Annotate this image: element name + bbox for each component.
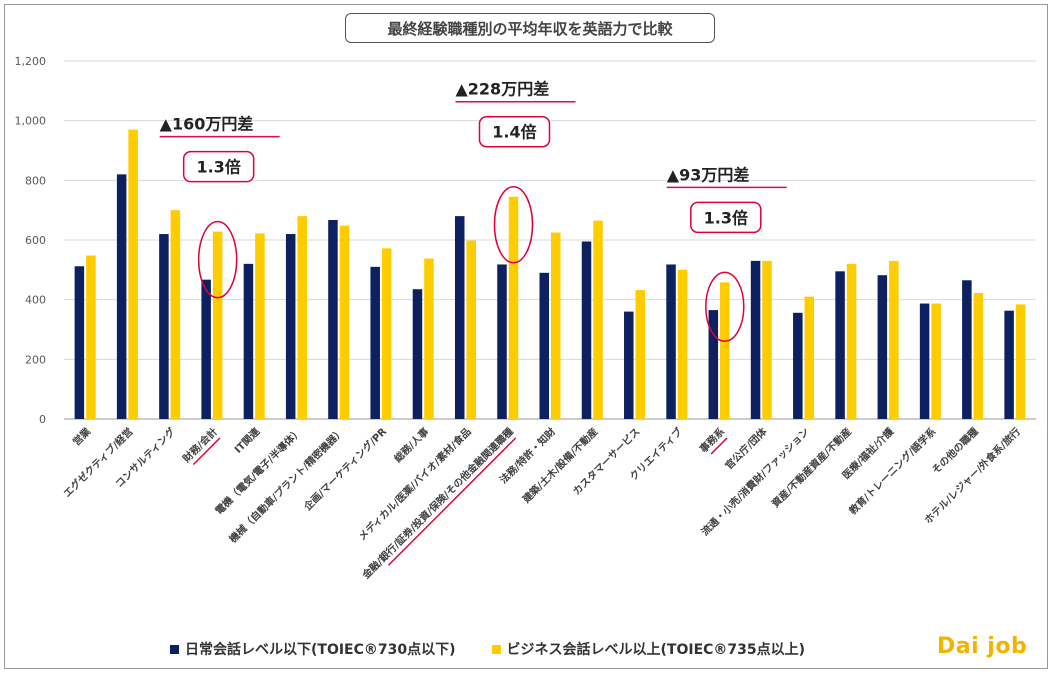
- bar-series2: [466, 240, 476, 419]
- bar-series1: [581, 241, 592, 419]
- bar-series2: [1015, 304, 1026, 419]
- x-tick-label: 教育/トレーニング/語学系: [846, 425, 939, 518]
- x-tick-label: 事務系: [697, 425, 727, 455]
- bar-series1: [877, 275, 888, 419]
- bar-series1: [708, 310, 719, 419]
- bar-series2: [720, 282, 730, 419]
- chart-title: 最終経験職種別の平均年収を英語力で比較: [345, 13, 715, 43]
- bar-series1: [919, 303, 930, 419]
- ratio-box: [478, 115, 551, 148]
- bar-series1: [539, 272, 549, 419]
- ratio-label: 1.4倍: [492, 123, 536, 142]
- bar-series1: [328, 220, 338, 419]
- ratio-box: [182, 150, 255, 183]
- bar-series2: [86, 255, 96, 419]
- bar-series1: [750, 260, 761, 419]
- ratio-box: [690, 201, 762, 234]
- ratio-label: 1.3倍: [196, 158, 240, 177]
- x-tick-label: IT関連: [232, 424, 263, 455]
- bar-series2: [255, 233, 265, 419]
- ratio-label: 1.3倍: [704, 208, 748, 227]
- bar-series2: [762, 260, 772, 419]
- bar-series2: [339, 225, 350, 419]
- bar-series1: [412, 289, 423, 419]
- bar-series2: [551, 232, 561, 419]
- bar-series2: [381, 248, 392, 419]
- legend-item-series2: ビジネス会話レベル以上(TOIEC®735点以上): [491, 639, 806, 659]
- category-underline: [387, 437, 517, 566]
- bar-series2: [889, 260, 899, 419]
- x-tick-label: エグゼクティブ/経営: [61, 425, 136, 500]
- x-tick-label: 建築/土木/設備/不動産: [519, 425, 600, 506]
- bar-series2: [973, 293, 984, 419]
- bar-series1: [624, 311, 634, 419]
- bar-series1: [497, 264, 507, 419]
- bar-series2: [593, 220, 603, 419]
- x-tick-label: 総務/人事: [391, 425, 431, 465]
- diff-label: ▲160万円差: [160, 115, 254, 134]
- legend: 日常会話レベル以下(TOIEC®730点以下) ビジネス会話レベル以上(TOIE…: [170, 639, 805, 659]
- legend-swatch-navy: [170, 644, 179, 654]
- bar-series2: [846, 263, 857, 419]
- bar-series1: [243, 263, 254, 419]
- bar-series1: [1004, 310, 1014, 419]
- y-tick-label: 400: [25, 294, 46, 307]
- brand-logo: Dai job: [937, 634, 1028, 659]
- y-tick-label: 1,000: [15, 115, 47, 128]
- y-tick-label: 1,200: [15, 55, 47, 68]
- diff-label: ▲93万円差: [667, 165, 750, 184]
- legend-item-series1: 日常会話レベル以下(TOIEC®730点以下): [170, 639, 456, 659]
- highlight-ellipse: [197, 220, 238, 299]
- bar-series1: [454, 216, 465, 419]
- y-tick-label: 200: [25, 353, 46, 366]
- x-tick-label: 資産/不動産資産/不動産: [769, 425, 854, 510]
- bar-series2: [635, 290, 646, 419]
- bar-series1: [116, 174, 127, 419]
- bar-series1: [835, 271, 845, 419]
- highlight-ellipse: [705, 271, 745, 342]
- x-tick-label: 企画/マーケティング/PR: [300, 425, 389, 514]
- x-tick-label: カスタマーサービス: [570, 425, 643, 498]
- bar-series1: [793, 312, 803, 419]
- bar-series1: [201, 279, 211, 419]
- legend-label-series2: ビジネス会話レベル以上(TOIEC®735点以上): [506, 642, 806, 658]
- bar-series2: [931, 303, 941, 419]
- bar-series2: [424, 258, 434, 419]
- bar-series2: [804, 296, 815, 419]
- bar-series1: [285, 234, 296, 419]
- category-underline: [710, 437, 728, 455]
- category-underline: [192, 437, 221, 466]
- legend-label-series1: 日常会話レベル以下(TOIEC®730点以下): [185, 642, 456, 658]
- x-tick-label: 官公庁/団体: [722, 424, 770, 472]
- x-tick-label: 電機（電気/電子/半導体）: [212, 425, 304, 517]
- highlight-ellipse: [493, 185, 534, 264]
- bar-series2: [677, 269, 688, 419]
- x-tick-label: 金融/銀行/証券/投資/保険/その他金融関連職種: [359, 425, 516, 582]
- x-tick-label: 営業: [70, 424, 94, 448]
- y-tick-label: 0: [39, 413, 46, 426]
- bar-series2: [128, 129, 138, 419]
- bar-series2: [212, 231, 223, 419]
- y-tick-label: 800: [25, 174, 46, 187]
- diff-label: ▲228万円差: [455, 80, 549, 99]
- x-tick-label: 財務/会計: [179, 425, 220, 466]
- bar-series2: [508, 196, 519, 419]
- legend-swatch-yellow: [491, 644, 501, 654]
- y-tick-label: 600: [25, 234, 46, 247]
- bar-series2: [297, 216, 307, 419]
- bar-series1: [159, 234, 169, 419]
- bar-series1: [666, 264, 676, 419]
- bar-series1: [74, 266, 85, 419]
- bar-series1: [962, 280, 972, 419]
- bar-series2: [170, 210, 181, 419]
- bar-series1: [370, 266, 380, 419]
